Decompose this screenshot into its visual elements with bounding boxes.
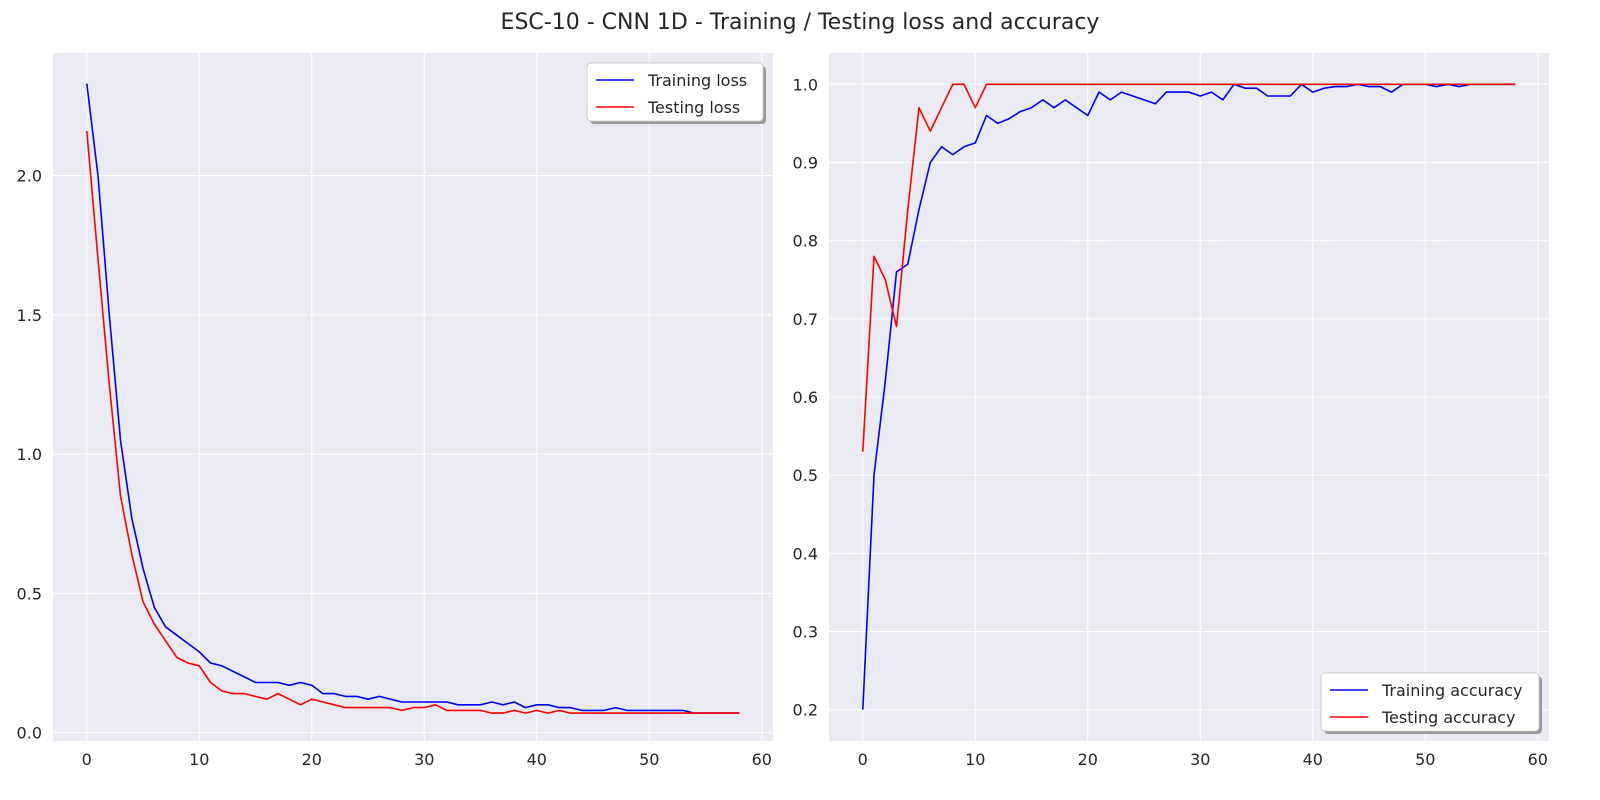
loss-y-tick-label: 1.0 bbox=[17, 445, 42, 464]
testing-loss-line bbox=[86, 130, 740, 714]
figure-title: ESC-10 - CNN 1D - Training / Testing los… bbox=[500, 10, 1100, 35]
testing-loss-legend-label: Testing loss bbox=[647, 98, 740, 117]
loss-subplot: 0 10 20 30 40 50 60 0.0 0.5 1.0 1.5 2.0 Training los… bbox=[17, 53, 773, 769]
loss-x-tick-label: 0 bbox=[82, 750, 92, 769]
accuracy-x-tick-label: 20 bbox=[1078, 750, 1098, 769]
loss-y-tick-label: 1.5 bbox=[17, 306, 42, 325]
accuracy-x-tick-label: 40 bbox=[1303, 750, 1323, 769]
accuracy-x-tick-label: 0 bbox=[858, 750, 868, 769]
loss-y-tick-label: 0.0 bbox=[17, 724, 42, 743]
accuracy-y-tick-label: 0.2 bbox=[793, 701, 818, 720]
loss-x-tick-label: 60 bbox=[752, 750, 772, 769]
accuracy-y-tick-label: 0.5 bbox=[793, 466, 818, 485]
accuracy-subplot: 0 10 20 30 40 50 60 0.2 0.3 0.4 0.5 0.6 0.7 0.8 0.9 1.0… bbox=[793, 53, 1549, 769]
accuracy-y-tick-label: 0.6 bbox=[793, 388, 818, 407]
accuracy-y-tick-label: 0.4 bbox=[793, 544, 818, 563]
accuracy-x-tick-label: 50 bbox=[1415, 750, 1435, 769]
loss-x-tick-label: 20 bbox=[302, 750, 322, 769]
accuracy-x-tick-label: 30 bbox=[1190, 750, 1210, 769]
training-loss-line bbox=[86, 83, 740, 714]
loss-x-tick-label: 30 bbox=[414, 750, 434, 769]
loss-plot-area bbox=[53, 53, 773, 741]
accuracy-y-tick-label: 0.9 bbox=[793, 153, 818, 172]
accuracy-y-tick-label: 0.3 bbox=[793, 623, 818, 642]
loss-y-tick-label: 2.0 bbox=[17, 167, 42, 186]
testing-accuracy-line bbox=[862, 83, 1516, 452]
accuracy-y-tick-label: 1.0 bbox=[793, 75, 818, 94]
loss-x-tick-label: 40 bbox=[527, 750, 547, 769]
accuracy-x-tick-label: 10 bbox=[965, 750, 985, 769]
loss-x-tick-label: 50 bbox=[639, 750, 659, 769]
testing-accuracy-legend-label: Testing accuracy bbox=[1381, 708, 1516, 727]
accuracy-x-tick-label: 60 bbox=[1528, 750, 1548, 769]
accuracy-legend bbox=[1320, 672, 1540, 732]
training-accuracy-legend-label: Training accuracy bbox=[1381, 681, 1522, 700]
accuracy-y-tick-label: 0.7 bbox=[793, 310, 818, 329]
accuracy-y-tick-label: 0.8 bbox=[793, 232, 818, 251]
training-loss-legend-label: Training loss bbox=[647, 71, 747, 90]
loss-y-tick-label: 0.5 bbox=[17, 584, 42, 603]
loss-x-tick-label: 10 bbox=[189, 750, 209, 769]
